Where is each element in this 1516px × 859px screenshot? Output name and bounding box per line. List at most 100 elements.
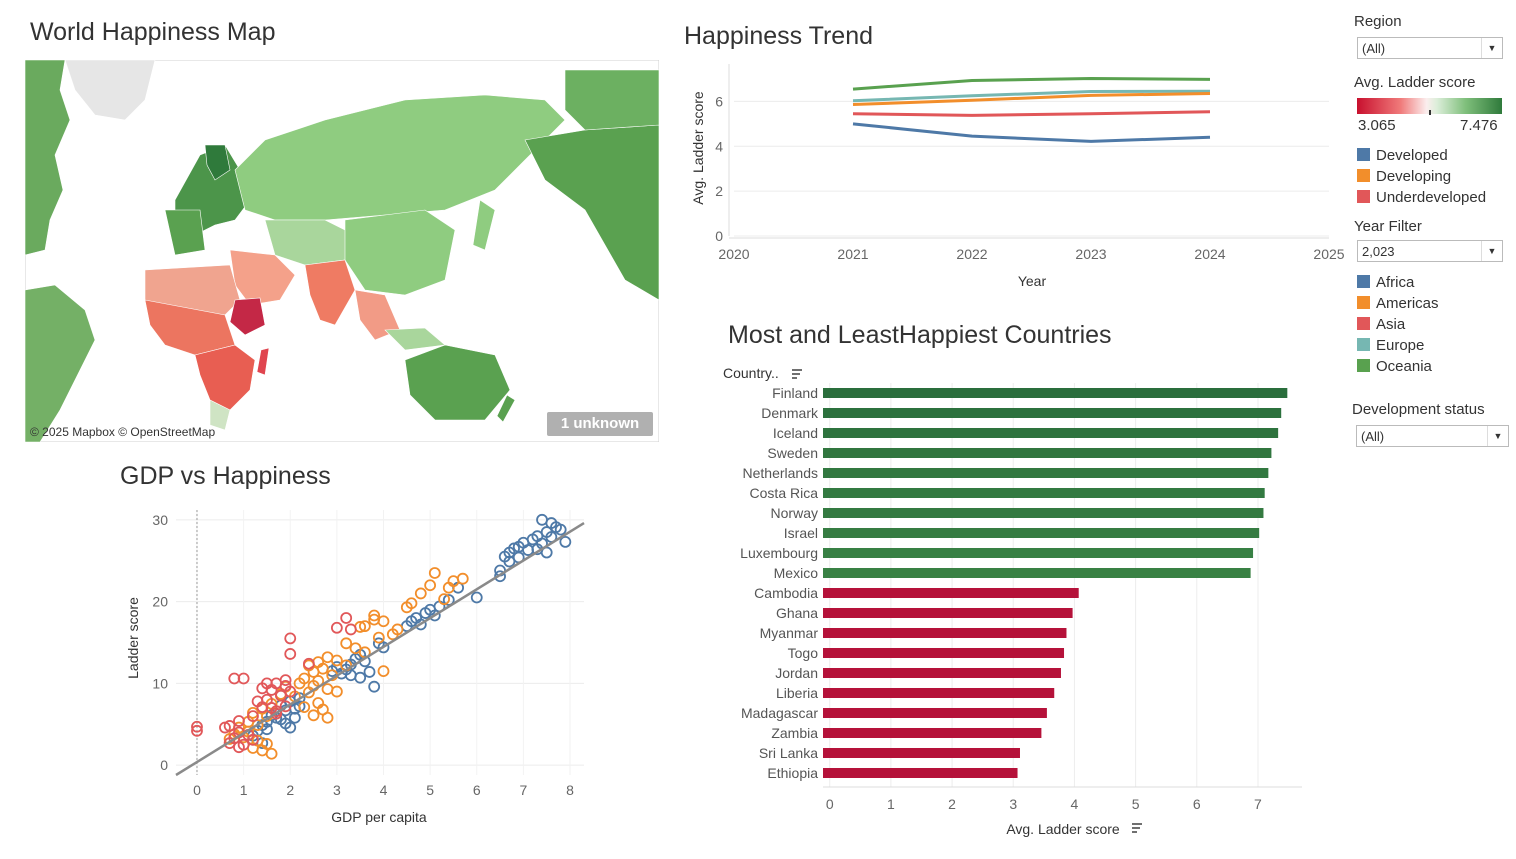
legend-item-underdeveloped[interactable]: Underdeveloped <box>1357 189 1486 207</box>
scatter-y-tick-label: 30 <box>152 512 168 528</box>
trend-x-tick-label: 2025 <box>1313 246 1344 262</box>
scatter-chart[interactable]: 0 1 2 3 4 5 6 7 8 0 10 20 30 GDP per capita Ladder … <box>120 500 600 840</box>
scatter-point <box>386 628 399 641</box>
trend-x-tick-label: 2024 <box>1194 246 1225 262</box>
scatter-point <box>279 700 292 713</box>
map-region <box>304 259 356 326</box>
bar-axis-header[interactable]: Country.. <box>723 365 779 381</box>
bar-category-label: Iceland <box>773 425 818 441</box>
color-gradient-marker <box>1429 110 1431 115</box>
legend-item-developed[interactable]: Developed <box>1357 147 1448 165</box>
legend-label: Underdeveloped <box>1376 189 1487 206</box>
legend-item-europe[interactable]: Europe <box>1357 337 1424 355</box>
map-region <box>25 284 96 442</box>
scatter-point <box>340 637 353 650</box>
chevron-down-icon[interactable]: ▼ <box>1481 241 1502 261</box>
bar <box>823 708 1047 718</box>
scatter-x-axis: 0 1 2 3 4 5 6 7 8 <box>193 782 574 798</box>
scatter-point <box>424 579 437 592</box>
world-map[interactable] <box>25 60 659 442</box>
scatter-point <box>330 685 343 698</box>
scatter-point <box>438 593 451 606</box>
scatter-point <box>284 685 297 698</box>
map-region <box>472 199 496 251</box>
bar-category-label: Denmark <box>761 405 819 421</box>
trend-y-axis: 0 2 4 6 <box>715 93 723 244</box>
map-title: World Happiness Map <box>30 18 276 46</box>
region-dropdown-value: (All) <box>1362 41 1386 56</box>
scatter-point <box>428 567 441 579</box>
sort-icon[interactable] <box>792 369 802 379</box>
year-dropdown[interactable]: 2,023 ▼ <box>1357 240 1503 262</box>
scatter-point <box>298 701 311 714</box>
bar-category-label: Ethiopia <box>767 765 818 781</box>
bar-grid <box>823 383 1302 788</box>
legend-label: Asia <box>1376 316 1406 333</box>
color-max-label: 7.476 <box>1460 117 1498 134</box>
legend-item-asia[interactable]: Asia <box>1357 316 1405 334</box>
scatter-point <box>284 648 297 660</box>
legend-item-americas[interactable]: Americas <box>1357 295 1439 313</box>
scatter-y-axis: 0 10 20 30 <box>152 512 168 773</box>
bar <box>823 408 1282 418</box>
bar <box>823 608 1073 618</box>
scatter-point <box>442 581 455 594</box>
trend-lines <box>852 77 1211 143</box>
bar-category-label: Togo <box>788 645 819 661</box>
bar-x-tick-label: 3 <box>1009 796 1017 812</box>
color-legend-label: Avg. Ladder score <box>1354 74 1476 91</box>
map-credit[interactable]: © 2025 Mapbox © OpenStreetMap <box>30 425 216 439</box>
bar <box>823 668 1061 678</box>
chevron-down-icon[interactable]: ▼ <box>1481 38 1502 58</box>
bars-title: Most and LeastHappiest Countries <box>728 321 1112 349</box>
scatter-y-tick-label: 10 <box>152 675 168 691</box>
bar-category-label: Sweden <box>767 445 818 461</box>
scatter-point <box>191 724 203 737</box>
scatter-point <box>330 654 343 667</box>
legend-item-oceania[interactable]: Oceania <box>1357 358 1432 376</box>
scatter-point <box>302 686 315 699</box>
bar <box>823 388 1288 398</box>
legend-item-africa[interactable]: Africa <box>1357 274 1414 292</box>
scatter-x-tick-label: 2 <box>286 782 294 798</box>
chevron-down-icon[interactable]: ▼ <box>1487 426 1508 446</box>
trend-x-axis: 2020 2021 2022 2023 2024 2025 <box>718 246 1344 262</box>
year-dropdown-value: 2,023 <box>1362 244 1395 259</box>
scatter-point <box>321 683 334 696</box>
legend-item-developing[interactable]: Developing <box>1357 168 1451 186</box>
scatter-point <box>275 689 287 702</box>
trend-chart[interactable]: 2020 2021 2022 2023 2024 2025 0 2 4 6 Year Avg. … <box>684 60 1344 300</box>
scatter-y-tick-label: 0 <box>160 757 168 773</box>
trend-x-tick-label: 2022 <box>956 246 987 262</box>
scatter-ylabel: Ladder score <box>125 597 141 679</box>
map-region <box>344 209 456 296</box>
trend-x-tick-label: 2021 <box>837 246 868 262</box>
map-region <box>164 209 206 256</box>
legend-swatch <box>1357 190 1370 203</box>
legend-label: Developed <box>1376 147 1448 164</box>
scatter-point <box>219 721 231 734</box>
unknown-badge[interactable]: 1 unknown <box>547 412 653 436</box>
dev-dropdown[interactable]: (All) ▼ <box>1356 425 1509 447</box>
region-dropdown[interactable]: (All) ▼ <box>1357 37 1503 59</box>
trend-xlabel: Year <box>1018 273 1047 289</box>
bar-category-label: Norway <box>771 505 818 521</box>
scatter-point <box>377 615 390 628</box>
legend-swatch <box>1357 275 1370 288</box>
scatter-x-tick-label: 5 <box>426 782 434 798</box>
bar-category-label: Mexico <box>774 565 819 581</box>
sort-icon[interactable] <box>1132 823 1142 833</box>
legend-swatch <box>1357 169 1370 182</box>
trend-x-tick-label: 2020 <box>718 246 749 262</box>
trend-series-line <box>852 92 1211 107</box>
dev-dropdown-value: (All) <box>1361 429 1385 444</box>
scatter-point <box>494 570 506 583</box>
scatter-point <box>405 597 418 610</box>
bar-category-label: Finland <box>772 385 818 401</box>
map-region <box>209 399 231 431</box>
scatter-point <box>456 572 469 585</box>
legend-label: Oceania <box>1376 358 1432 375</box>
bar-chart[interactable]: Country.. Finland Denmark Iceland Sweden Net… <box>700 360 1320 850</box>
map-region <box>564 69 659 131</box>
bar-category-label: Zambia <box>771 725 818 741</box>
